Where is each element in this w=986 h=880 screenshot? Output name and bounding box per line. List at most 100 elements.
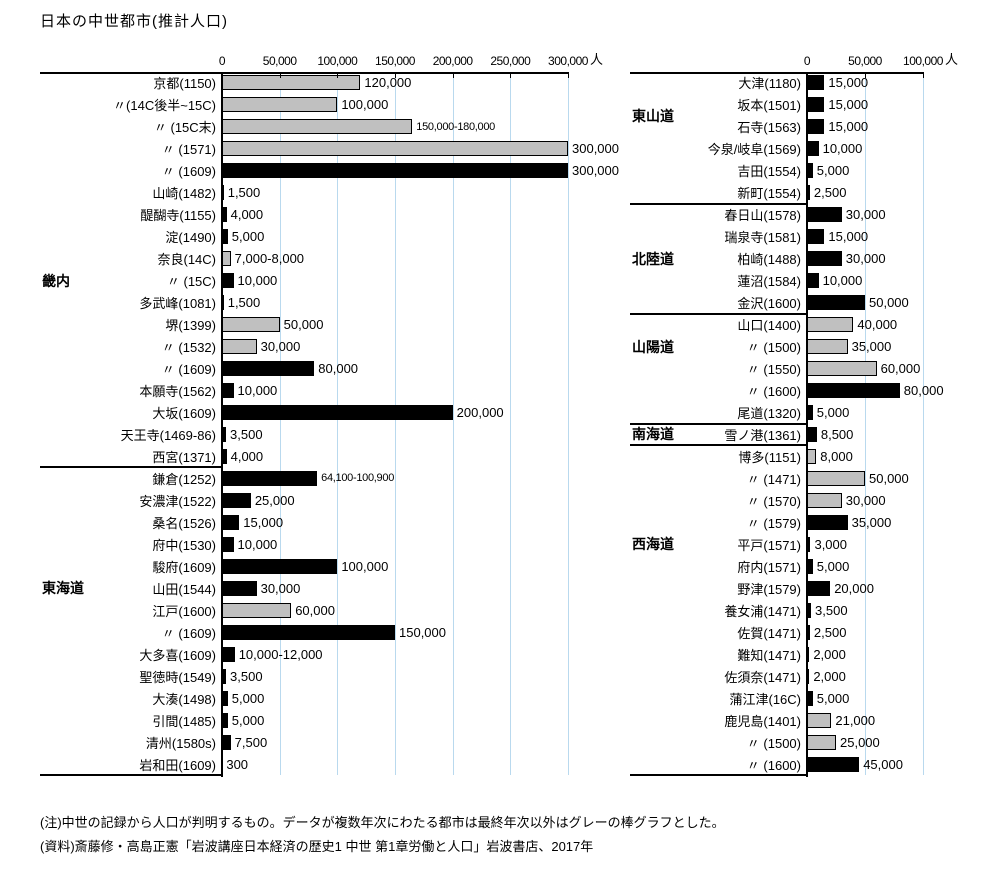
bar [807,229,825,245]
bar [222,602,292,618]
bar-cell: 15,000 [222,511,626,533]
bar-value-label: 15,000 [828,229,869,245]
bar-value-label: 35,000 [851,514,892,530]
bar [807,295,865,311]
chart-row: 今泉/岐阜(1569) 10,000 [630,138,986,160]
bar-cell: 10,000 [222,380,626,402]
chart-row: 岩和田(1609) 300 [40,753,626,775]
bar [222,141,568,157]
row-label: 鎌倉(1252) [152,471,216,487]
bar-value-label: 300,000 [572,163,619,179]
row-label: 養女浦(1471) [724,603,801,619]
bar-value-label: 1,500 [227,295,261,311]
gridline [395,72,396,775]
axis-tick [222,72,223,78]
bar-cell: 30,000 [222,336,626,358]
bar-cell: 30,000 [807,489,986,511]
bar-cell: 3,500 [222,424,626,446]
bar [807,405,813,421]
bar-cell: 5,000 [807,402,986,424]
bar [222,470,318,486]
row-label: 佐賀(1471) [737,625,801,641]
chart-row: 春日山(1578) 30,000 [630,204,986,226]
chart-row: 京都(1150) 120,000 [40,72,626,94]
chart-left-kinai-tokaido: 0 50,000 100,000 150,000 200,000 250,000 300,0… [40,50,626,777]
axis-tick [807,72,808,78]
axis-tick-label: 150,000 [375,54,415,68]
bar-value-label: 15,000 [828,97,869,113]
bar [807,536,811,552]
bar-cell: 50,000 [222,314,626,336]
bar-value-label: 15,000 [828,75,869,91]
bar-cell: 2,500 [807,182,986,204]
row-label: 府内(1571) [737,559,801,575]
row-label: 山崎(1482) [152,186,216,202]
bar-cell: 15,000 [807,94,986,116]
bar-value-label: 10,000 [822,141,863,157]
bar-cell: 2,500 [807,621,986,643]
bar [222,119,413,135]
bar-value-label: 10,000 [237,383,278,399]
axis-tick [337,72,339,78]
chart-row: 平戸(1571) 3,000 [630,533,986,555]
bar-value-label: 25,000 [840,734,880,750]
chart-row: 天王寺(1469-86) 3,500 [40,424,626,446]
bar-cell: 2,000 [807,665,986,687]
chart-row: 堺(1399) 50,000 [40,314,626,336]
row-label: 大湊(1498) [152,691,216,707]
row-label: 引間(1485) [152,713,216,729]
chart-row: 養女浦(1471) 3,500 [630,599,986,621]
gridline [337,72,339,775]
bar [222,536,234,552]
row-label: 〃 (1609) [161,625,216,641]
row-label: 駿府(1609) [152,559,216,575]
bar-cell: 15,000 [807,72,986,94]
bar-value-label: 40,000 [857,317,898,333]
row-label: 江戸(1600) [152,603,216,619]
bar-cell: 200,000 [222,402,626,424]
chart-row: 大津(1180) 15,000 [630,72,986,94]
chart-row: 大湊(1498) 5,000 [40,687,626,709]
gridline [510,72,512,775]
bar-cell: 300 [222,753,626,775]
row-label: 〃 (15C末) [153,120,216,136]
group-separator [630,444,807,447]
chart-row: 佐須奈(1471) 2,000 [630,665,986,687]
group-separator [630,312,807,315]
row-label: 蒲江津(16C) [729,691,801,707]
row-label: 山田(1544) [152,581,216,597]
axis-unit-label: 人 [945,52,959,67]
axis-tick-label: 50,000 [262,54,297,68]
bar-cell: 1,500 [222,292,626,314]
bar [807,624,810,640]
bar-cell: 7,500 [222,731,626,753]
bar [807,646,810,662]
row-label: 大坂(1609) [152,406,216,422]
bar-value-label: 15,000 [828,119,869,135]
bar-cell: 5,000 [222,709,626,731]
axis-zero-line [806,72,808,777]
row-label: 新町(1554) [737,186,801,202]
bar-cell: 60,000 [222,599,626,621]
bar-value-label: 5,000 [231,229,265,245]
chart-row: 蓮沼(1584) 10,000 [630,270,986,292]
bar-cell: 4,000 [222,204,626,226]
bar-value-label: 2,000 [813,646,846,662]
bar-value-label: 8,500 [820,426,854,442]
bar-cell: 30,000 [807,248,986,270]
chart-row: 府中(1530) 10,000 [40,533,626,555]
chart-right-other-regions: 0 50,000 100,000 人大津(1180) 15,000 坂本(1501) 15,… [630,50,986,777]
row-label: 石寺(1563) [737,120,801,136]
bar-cell: 35,000 [807,511,986,533]
bar-cell: 80,000 [807,380,986,402]
bar-value-label: 5,000 [231,712,265,728]
chart-row: 〃 (1500) 35,000 [630,336,986,358]
row-label: 〃 (1571) [161,142,216,158]
row-label: 〃 (1600) [746,757,801,773]
chart-row: 坂本(1501) 15,000 [630,94,986,116]
row-label: 京都(1150) [153,76,216,92]
bar [222,163,568,179]
chart-row: 雪ノ港(1361) 8,500 [630,424,986,446]
row-label: 尾道(1320) [737,406,801,422]
bar [222,339,257,355]
